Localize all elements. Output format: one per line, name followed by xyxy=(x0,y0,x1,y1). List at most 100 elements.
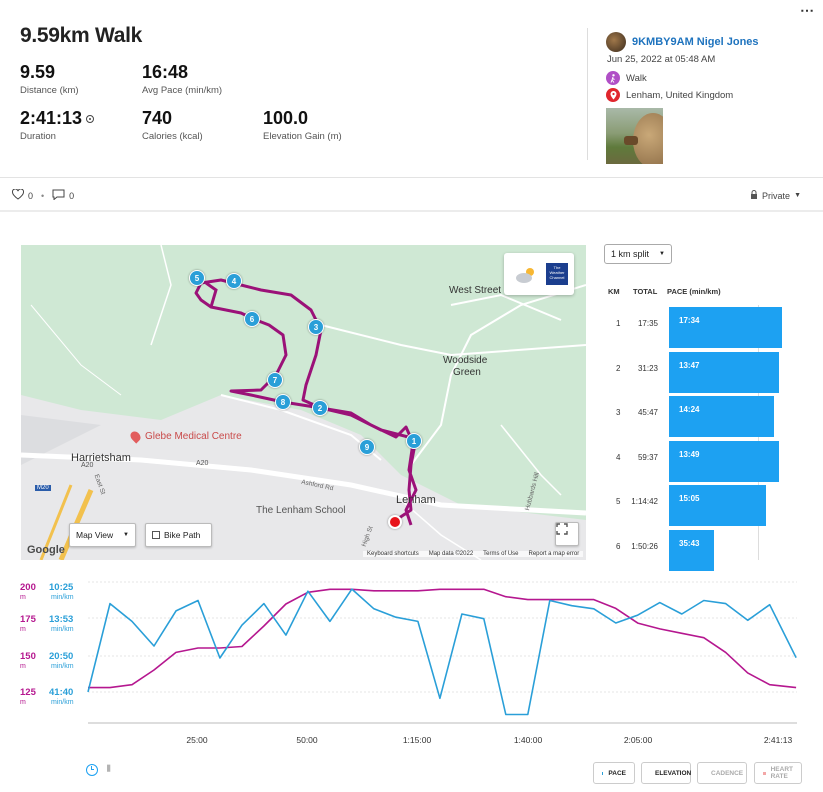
more-options-icon[interactable]: ⋯ xyxy=(800,2,815,18)
split-pace-bar: 35:43 xyxy=(669,529,714,571)
split-km: 5 xyxy=(616,497,621,506)
split-pace-bar: 15:05 xyxy=(669,485,767,526)
time-axis-toggle-icon[interactable] xyxy=(86,764,98,776)
km-marker[interactable]: 1 xyxy=(406,433,422,449)
legend-label: ELEVATION xyxy=(655,769,692,777)
lock-icon xyxy=(750,190,758,201)
legend-toggle-elevation[interactable]: ELEVATION xyxy=(641,762,691,784)
pace-unit: min/km xyxy=(51,626,74,633)
terms-link[interactable]: Terms of Use xyxy=(483,551,519,557)
privacy-dropdown[interactable]: Private ▼ xyxy=(750,190,801,201)
stat-label: Avg Pace (min/km) xyxy=(142,85,223,96)
legend-label: PACE xyxy=(608,769,626,777)
km-marker[interactable]: 6 xyxy=(244,311,260,327)
checkbox[interactable] xyxy=(152,531,160,539)
split-km: 6 xyxy=(616,541,621,551)
legend-label: HEART RATE xyxy=(770,766,793,780)
map-view-select[interactable]: Map View ▼ xyxy=(69,523,136,547)
km-marker[interactable]: 7 xyxy=(267,372,283,388)
weather-channel-logo: The Weather Channel xyxy=(546,263,568,285)
pace-tick-label: 41:40 xyxy=(49,687,74,698)
elevation-unit: m xyxy=(20,663,26,670)
road-label: A20 xyxy=(196,460,209,467)
map-poi[interactable]: Glebe Medical Centre xyxy=(128,429,242,444)
bike-path-toggle[interactable]: Bike Path xyxy=(145,523,212,547)
chart-area xyxy=(0,568,823,768)
stat-label: Distance (km) xyxy=(20,85,79,96)
pace-tick-label: 10:25 xyxy=(49,582,74,593)
km-marker[interactable]: 2 xyxy=(312,400,328,416)
info-icon[interactable] xyxy=(86,114,95,123)
km-marker[interactable]: 8 xyxy=(275,394,291,410)
pace-unit: min/km xyxy=(51,699,74,706)
legend-swatch xyxy=(602,771,604,775)
avatar[interactable] xyxy=(606,32,626,52)
x-tick-label: 2:41:13 xyxy=(763,735,793,745)
stat-calories: 740 Calories (kcal) xyxy=(142,108,203,142)
road-label: M20 xyxy=(35,485,51,491)
distance-axis-toggle-icon[interactable]: ⫼ xyxy=(107,764,111,773)
activity-title: 9.59km Walk xyxy=(20,24,142,47)
split-km: 1 xyxy=(616,319,621,328)
km-marker[interactable]: 4 xyxy=(226,273,242,289)
legend-toggle-cadence[interactable]: CADENCE xyxy=(697,762,747,784)
pace-tick-label: 20:50 xyxy=(49,651,74,662)
weather-widget[interactable]: The Weather Channel xyxy=(504,253,574,295)
km-marker[interactable]: 9 xyxy=(359,439,375,455)
heart-icon[interactable] xyxy=(11,188,25,202)
finish-marker[interactable] xyxy=(388,515,402,529)
stat-avg-pace: 16:48 Avg Pace (min/km) xyxy=(142,62,222,96)
map-label: Harrietsham xyxy=(71,452,131,464)
pace-series-line xyxy=(87,588,797,716)
elevation-tick-label: 175 xyxy=(20,614,36,625)
stat-value: 16:48 xyxy=(142,62,189,82)
chevron-down-icon: ▼ xyxy=(794,192,801,199)
split-total: 31:23 xyxy=(637,363,658,373)
divider xyxy=(0,210,823,212)
stat-value: 100.0 xyxy=(263,108,309,128)
split-pace-bar: 13:49 xyxy=(669,440,780,482)
location-pin-icon xyxy=(606,88,620,102)
elevation-unit: m xyxy=(20,626,26,633)
elevation-unit: m xyxy=(20,594,26,601)
header-divider xyxy=(587,28,588,160)
km-marker[interactable]: 5 xyxy=(189,270,205,286)
stat-value: 2:41:13 xyxy=(20,108,83,128)
pace-unit: min/km xyxy=(51,663,74,670)
legend-swatch xyxy=(763,771,766,775)
map-canvas xyxy=(21,245,586,560)
activity-type-row: Walk xyxy=(606,71,647,85)
split-row: 3 45:47 14:24 xyxy=(604,393,804,437)
likes-count: 0 xyxy=(28,190,34,201)
stat-elevation-gain: 100.0 Elevation Gain (m) xyxy=(263,108,342,142)
legend-label: CADENCE xyxy=(711,769,744,777)
activity-photo[interactable] xyxy=(606,108,663,164)
pace-elevation-chart xyxy=(87,581,797,724)
location-row: Lenham, United Kingdom xyxy=(606,88,733,102)
legend-toggle-heart-rate[interactable]: HEART RATE xyxy=(754,762,802,784)
comment-icon[interactable] xyxy=(52,189,65,202)
split-select[interactable]: 1 km split ▼ xyxy=(604,244,672,264)
activity-type-label: Walk xyxy=(626,72,647,84)
map-view-label: Map View xyxy=(76,530,114,540)
split-total: 59:37 xyxy=(637,452,658,462)
stat-label: Calories (kcal) xyxy=(142,131,203,142)
route-map[interactable]: West Street Woodside Green Harrietsham G… xyxy=(21,245,586,560)
pace-tick-label: 13:53 xyxy=(49,614,74,625)
split-total: 45:47 xyxy=(637,408,658,417)
user-name-link[interactable]: 9KMBY9AM Nigel Jones xyxy=(632,36,759,48)
stat-value: 740 xyxy=(142,108,173,128)
stat-duration: 2:41:13 Duration xyxy=(20,108,95,142)
keyboard-shortcuts-link[interactable]: Keyboard shortcuts xyxy=(367,551,419,557)
stat-distance: 9.59 Distance (km) xyxy=(20,62,79,96)
report-error-link[interactable]: Report a map error xyxy=(528,551,580,557)
split-select-label: 1 km split xyxy=(611,249,650,259)
legend-toggle-pace[interactable]: PACE xyxy=(593,762,635,784)
map-label: West Street xyxy=(449,285,502,296)
walk-icon xyxy=(606,71,620,85)
bike-path-label: Bike Path xyxy=(164,530,201,540)
map-data-text: Map data ©2022 xyxy=(428,551,474,557)
fullscreen-button[interactable] xyxy=(555,522,579,546)
elevation-tick-label: 200 xyxy=(20,582,36,593)
km-marker[interactable]: 3 xyxy=(308,319,324,335)
